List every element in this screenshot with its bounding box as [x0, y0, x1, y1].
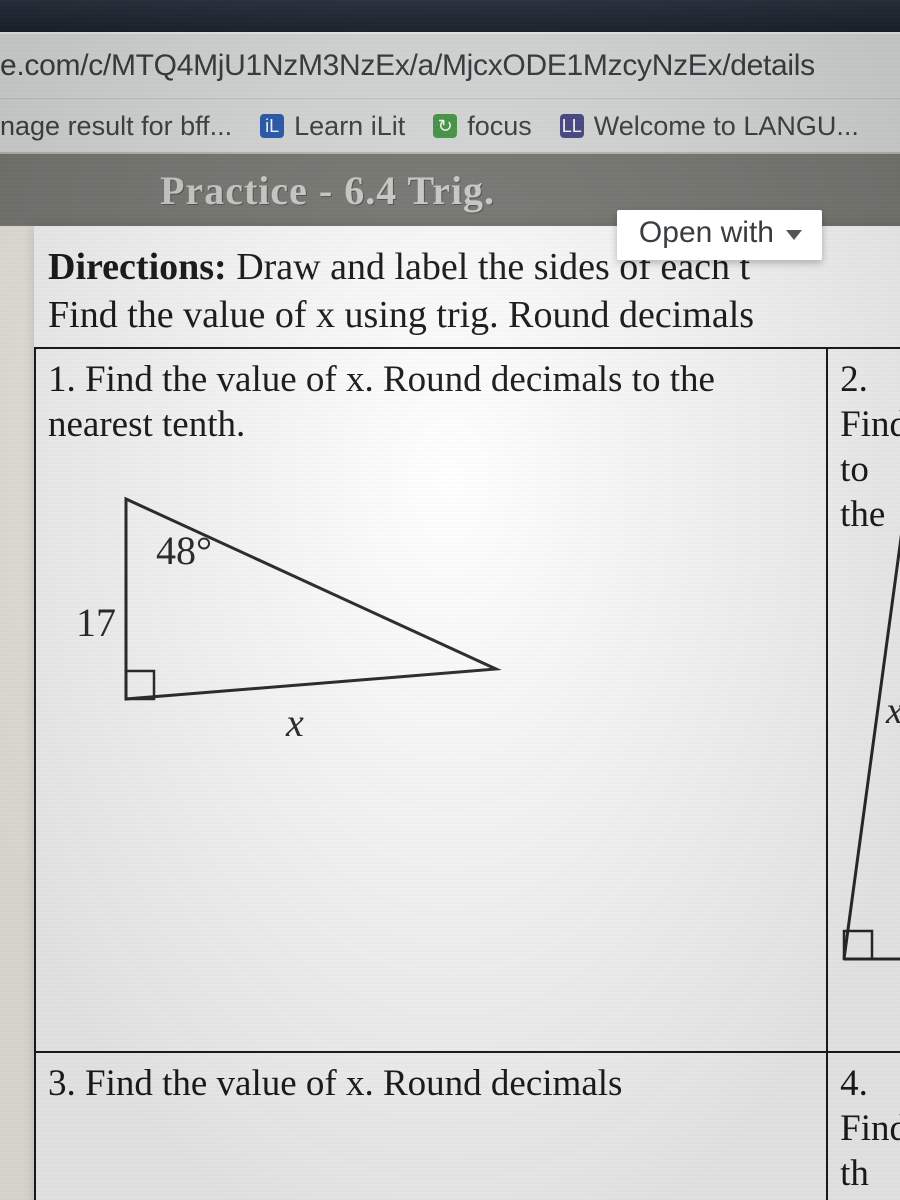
- bookmark-label: Learn iLit: [294, 111, 405, 142]
- angle-label: 48°: [156, 527, 212, 574]
- problem-4-prompt: 4. Find th: [840, 1061, 900, 1196]
- window-top-strip: [0, 0, 900, 32]
- chevron-down-icon: [786, 230, 802, 240]
- url-text[interactable]: e.com/c/MTQ4MjU1NzM3NzEx/a/MjcxODE1MzcyN…: [0, 49, 815, 83]
- bookmark-label: focus: [467, 111, 532, 142]
- bookmark-label: nage result for bff...: [0, 111, 232, 142]
- focus-icon: ↻: [433, 114, 457, 138]
- problem-1-prompt: 1. Find the value of x. Round decimals t…: [48, 357, 816, 447]
- problem-4-cell: 4. Find th: [827, 1052, 900, 1200]
- bookmark-label: Welcome to LANGU...: [594, 111, 859, 142]
- problems-table: 1. Find the value of x. Round decimals t…: [34, 347, 900, 1200]
- right-angle-marker: [126, 671, 154, 699]
- open-with-label: Open with: [639, 216, 774, 250]
- triangle-2: x: [814, 479, 900, 999]
- langu-icon: LL: [560, 114, 584, 138]
- bookmarks-bar: nage result for bff... iL Learn iLit ↻ f…: [0, 98, 900, 153]
- bookmark-item[interactable]: ↻ focus: [433, 111, 532, 142]
- bookmark-item[interactable]: iL Learn iLit: [260, 111, 405, 142]
- document-title: Practice - 6.4 Trig.: [160, 167, 495, 214]
- problem-1-cell: 1. Find the value of x. Round decimals t…: [35, 348, 827, 1052]
- bookmark-item[interactable]: LL Welcome to LANGU...: [560, 111, 859, 142]
- open-with-button[interactable]: Open with: [617, 210, 822, 260]
- page-viewport: Practice - 6.4 Trig. Open with Direction…: [0, 153, 900, 1200]
- problem-3-prompt: 3. Find the value of x. Round decimals: [48, 1061, 816, 1106]
- problem-2-cell: 2. Find to the x: [827, 348, 900, 1052]
- url-bar[interactable]: e.com/c/MTQ4MjU1NzM3NzEx/a/MjcxODE1MzcyN…: [0, 34, 900, 98]
- screen: e.com/c/MTQ4MjU1NzM3NzEx/a/MjcxODE1MzcyN…: [0, 0, 900, 1200]
- ilit-icon: iL: [260, 114, 284, 138]
- hypotenuse-label: 17: [76, 599, 116, 646]
- base-label: x: [286, 699, 304, 746]
- bookmark-item[interactable]: nage result for bff...: [0, 111, 232, 142]
- browser-chrome: e.com/c/MTQ4MjU1NzM3NzEx/a/MjcxODE1MzcyN…: [0, 32, 900, 153]
- triangle-1: 48° 17 x: [86, 489, 516, 769]
- triangle-2-side-label: x: [886, 689, 900, 733]
- worksheet-document: Directions: Draw and label the sides of …: [34, 226, 900, 1200]
- directions-line2: Find the value of x using trig. Round de…: [48, 294, 754, 336]
- problem-3-cell: 3. Find the value of x. Round decimals: [35, 1052, 827, 1200]
